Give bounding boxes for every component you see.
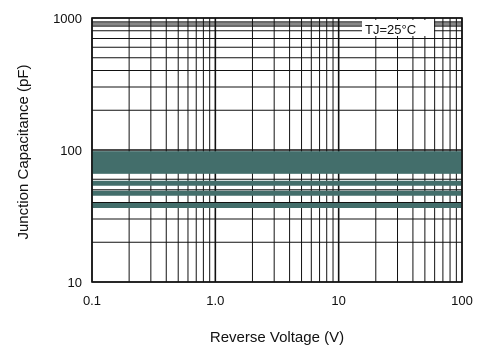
x-tick-label: 1.0 xyxy=(206,293,224,308)
x-tick-label: 10 xyxy=(331,293,345,308)
grid xyxy=(92,18,462,282)
capacitance-band xyxy=(92,151,462,174)
plot-series xyxy=(92,151,462,205)
x-tick-label: 0.1 xyxy=(83,293,101,308)
y-axis-label: Junction Capacitance (pF) xyxy=(15,64,32,239)
temperature-annotation: TJ=25°C xyxy=(365,22,416,37)
y-tick-label: 10 xyxy=(68,275,82,290)
x-axis-label: Reverse Voltage (V) xyxy=(210,329,344,346)
x-tick-label: 100 xyxy=(451,293,473,308)
y-tick-label: 1000 xyxy=(53,11,82,26)
y-tick-label: 100 xyxy=(60,143,82,158)
